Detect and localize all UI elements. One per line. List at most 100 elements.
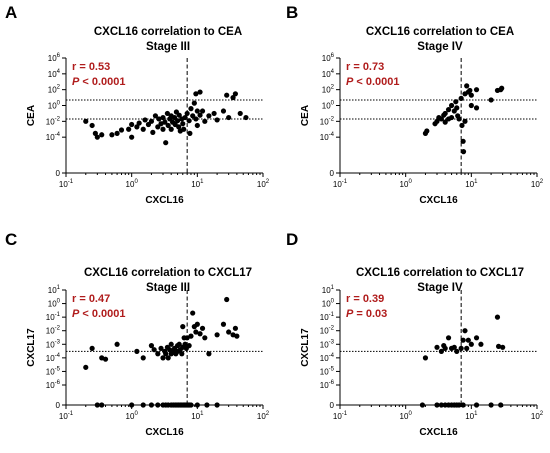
data-point — [454, 105, 460, 111]
x-tick-label: 102 — [257, 179, 270, 189]
y-tick-label: 106 — [322, 53, 335, 63]
y-tick-label: 10-6 — [46, 380, 61, 390]
data-point — [473, 87, 480, 93]
data-point — [468, 341, 474, 347]
stat-r: r = 0.47 — [72, 293, 110, 305]
data-point — [194, 108, 200, 114]
data-point — [114, 341, 120, 347]
y-axis-label: CEA — [300, 105, 311, 126]
data-point — [165, 122, 171, 129]
data-point — [156, 116, 162, 122]
y-tick-label: 100 — [48, 101, 61, 111]
stat-p-symbol: P — [72, 76, 80, 88]
data-point — [232, 91, 239, 97]
data-point — [498, 402, 504, 408]
data-point — [224, 92, 230, 98]
data-point — [442, 119, 448, 125]
data-point — [206, 113, 212, 119]
data-point — [186, 343, 192, 349]
data-point — [193, 329, 199, 335]
y-tick-label: 10-2 — [46, 116, 61, 126]
data-point — [220, 321, 227, 327]
data-point — [191, 100, 197, 106]
stat-r: r = 0.73 — [346, 61, 384, 73]
chart-subtitle: Stage III — [146, 41, 190, 53]
data-point — [187, 130, 193, 136]
data-point — [118, 127, 125, 133]
panel-letter: A — [5, 3, 17, 22]
y-tick-label: 101 — [48, 285, 61, 295]
data-point — [180, 121, 186, 127]
data-point — [214, 117, 220, 123]
data-point — [140, 402, 146, 408]
data-point — [168, 126, 174, 132]
x-tick-label: 101 — [191, 179, 204, 189]
data-point — [459, 122, 465, 129]
y-tick-label: 102 — [322, 85, 335, 95]
data-point — [451, 344, 457, 350]
data-point — [193, 116, 199, 122]
data-point — [197, 89, 203, 95]
data-point — [180, 324, 186, 330]
data-point — [468, 92, 474, 98]
data-point — [226, 114, 232, 121]
stat-p: P < 0.0001 — [346, 76, 400, 88]
y-tick-label: 100 — [322, 299, 335, 309]
data-point — [224, 296, 230, 303]
data-point — [199, 108, 206, 114]
data-point — [456, 116, 462, 122]
data-point — [168, 341, 174, 347]
data-point — [94, 134, 100, 140]
stat-p: P = 0.03 — [346, 308, 387, 320]
data-point — [202, 118, 208, 124]
data-point — [448, 102, 455, 109]
stat-p-symbol: P — [346, 308, 354, 320]
data-point — [151, 347, 157, 353]
data-point — [182, 341, 188, 347]
y-tick-label: 10-4 — [320, 132, 335, 142]
data-point — [495, 343, 502, 349]
data-point — [176, 124, 182, 130]
x-tick-label: 101 — [465, 411, 478, 421]
data-point — [460, 337, 466, 343]
data-point — [194, 402, 200, 408]
data-point — [214, 402, 220, 408]
x-tick-label: 102 — [531, 411, 544, 421]
y-tick-label: 101 — [322, 285, 335, 295]
panel-b: B CXCL16 correlation to CEA Stage IV 10-1 10… — [286, 3, 544, 206]
data-point — [148, 343, 155, 349]
y-tick-label: 10-5 — [320, 366, 335, 376]
stat-r: r = 0.39 — [346, 293, 384, 305]
y-tick-label: 10-4 — [46, 353, 61, 363]
panel-letter: C — [5, 230, 17, 249]
y-tick-label: 10-2 — [46, 326, 61, 336]
data-point — [134, 348, 140, 354]
panel-letter: B — [286, 3, 298, 22]
data-point — [419, 402, 426, 408]
data-point — [163, 140, 169, 146]
data-point — [424, 128, 430, 134]
y-tick-label: 10-1 — [46, 312, 61, 322]
data-point — [194, 122, 200, 129]
y-tick-label: 104 — [48, 69, 61, 79]
data-point — [438, 348, 444, 354]
chart-title: CXCL16 correlation to CEA — [366, 26, 514, 38]
y-tick-label: 10-3 — [46, 339, 61, 349]
data-point — [445, 107, 452, 113]
chart-title: CXCL16 correlation to CXCL17 — [356, 267, 524, 279]
y-tick-label: 10-1 — [320, 312, 335, 322]
data-point — [478, 341, 484, 347]
y-tick-label: 104 — [322, 69, 335, 79]
y-tick-label: 10-2 — [320, 116, 335, 126]
data-point — [226, 329, 232, 335]
data-point — [188, 402, 194, 408]
data-point — [89, 345, 95, 351]
data-point — [134, 124, 140, 130]
stat-p-value: < 0.0001 — [353, 76, 399, 88]
y-tick-label: 10-5 — [46, 366, 61, 376]
panel-letter: D — [286, 230, 298, 249]
x-tick-label: 102 — [257, 411, 270, 421]
data-point — [488, 402, 494, 408]
data-point — [89, 122, 95, 129]
data-point — [109, 132, 115, 138]
